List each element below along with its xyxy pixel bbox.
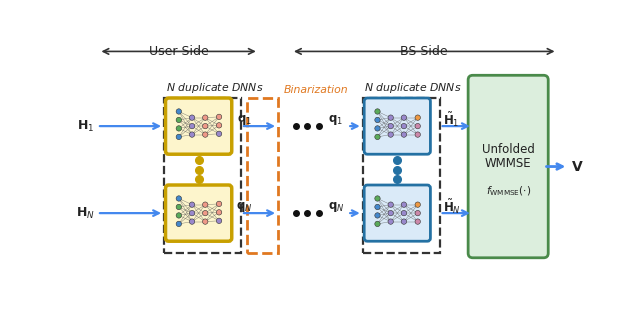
Circle shape <box>388 115 394 120</box>
Text: $N$ duplicate DNNs: $N$ duplicate DNNs <box>166 80 263 95</box>
Circle shape <box>415 115 420 120</box>
Circle shape <box>375 204 380 210</box>
Circle shape <box>375 134 380 140</box>
Circle shape <box>202 210 208 216</box>
Circle shape <box>415 210 420 216</box>
FancyBboxPatch shape <box>468 75 548 258</box>
Circle shape <box>202 115 208 120</box>
Circle shape <box>388 202 394 207</box>
Circle shape <box>189 123 195 129</box>
FancyBboxPatch shape <box>166 185 232 241</box>
Circle shape <box>388 132 394 137</box>
Circle shape <box>375 126 380 131</box>
Circle shape <box>176 134 182 140</box>
FancyBboxPatch shape <box>364 98 431 154</box>
Circle shape <box>176 109 182 114</box>
Circle shape <box>388 123 394 129</box>
Circle shape <box>401 123 406 129</box>
Circle shape <box>176 221 182 227</box>
Circle shape <box>176 204 182 210</box>
Text: $\mathbf{H}_1$: $\mathbf{H}_1$ <box>77 119 95 134</box>
Circle shape <box>401 202 406 207</box>
Circle shape <box>375 221 380 227</box>
Circle shape <box>401 132 406 137</box>
Text: User Side: User Side <box>148 45 209 58</box>
Circle shape <box>202 219 208 224</box>
Text: $\mathbf{V}$: $\mathbf{V}$ <box>570 160 583 173</box>
Circle shape <box>216 131 221 136</box>
Circle shape <box>189 219 195 224</box>
Text: $\mathbf{H}_N$: $\mathbf{H}_N$ <box>76 206 95 221</box>
Circle shape <box>176 126 182 131</box>
Circle shape <box>176 196 182 201</box>
Text: BS Side: BS Side <box>401 45 448 58</box>
Circle shape <box>375 196 380 201</box>
Circle shape <box>176 213 182 218</box>
Text: WMMSE: WMMSE <box>485 156 531 170</box>
Circle shape <box>189 202 195 207</box>
Circle shape <box>189 132 195 137</box>
Text: $\mathbf{q}_1$: $\mathbf{q}_1$ <box>328 113 343 127</box>
Circle shape <box>216 201 221 207</box>
Circle shape <box>415 132 420 137</box>
Text: $\tilde{\mathbf{H}}_N$: $\tilde{\mathbf{H}}_N$ <box>443 198 461 216</box>
Circle shape <box>415 219 420 224</box>
Text: Unfolded: Unfolded <box>482 143 534 156</box>
Text: Binarization: Binarization <box>284 85 349 95</box>
Circle shape <box>401 210 406 216</box>
Circle shape <box>388 210 394 216</box>
Text: $\mathbf{q}_N$: $\mathbf{q}_N$ <box>236 200 252 214</box>
Circle shape <box>401 115 406 120</box>
Circle shape <box>189 115 195 120</box>
Circle shape <box>176 117 182 123</box>
Text: $f_{\mathrm{WMMSE}}(\cdot)$: $f_{\mathrm{WMMSE}}(\cdot)$ <box>486 185 531 198</box>
Bar <box>363 98 440 253</box>
Circle shape <box>375 213 380 218</box>
Circle shape <box>202 123 208 129</box>
Bar <box>164 98 241 253</box>
Circle shape <box>216 114 221 120</box>
Circle shape <box>375 109 380 114</box>
Circle shape <box>388 219 394 224</box>
Text: $\tilde{\mathbf{H}}_1$: $\tilde{\mathbf{H}}_1$ <box>443 111 459 129</box>
Circle shape <box>216 218 221 223</box>
FancyBboxPatch shape <box>364 185 431 241</box>
FancyBboxPatch shape <box>166 98 232 154</box>
Circle shape <box>401 219 406 224</box>
Circle shape <box>375 117 380 123</box>
Text: $N$ duplicate DNNs: $N$ duplicate DNNs <box>364 80 461 95</box>
Circle shape <box>202 202 208 207</box>
Text: $\mathbf{q}_1$: $\mathbf{q}_1$ <box>237 113 252 127</box>
Circle shape <box>415 202 420 207</box>
Circle shape <box>216 210 221 215</box>
Circle shape <box>415 123 420 129</box>
Circle shape <box>202 132 208 137</box>
Text: $\mathbf{q}_N$: $\mathbf{q}_N$ <box>328 200 344 214</box>
Circle shape <box>216 123 221 128</box>
Bar <box>247 98 278 253</box>
Circle shape <box>189 210 195 216</box>
